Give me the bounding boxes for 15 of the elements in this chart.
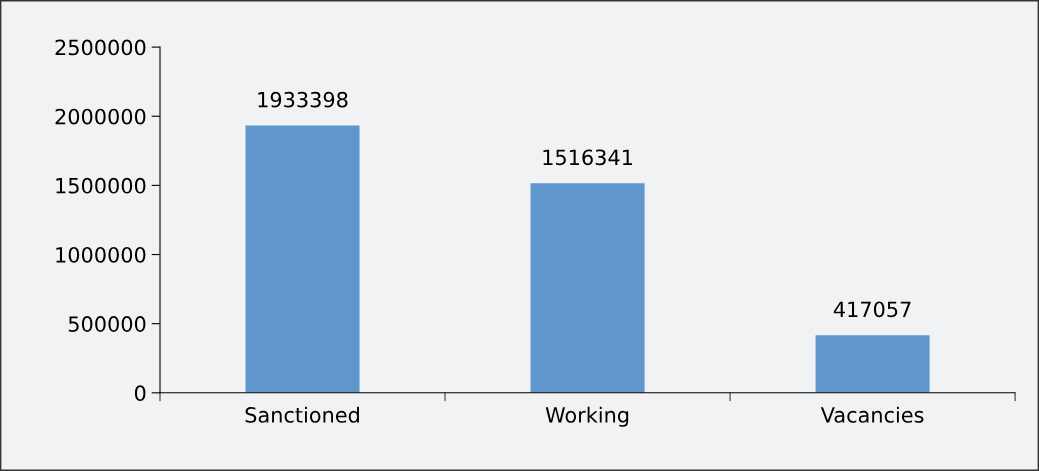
data-label: 1933398 bbox=[258, 91, 348, 108]
x-tick-label: Working bbox=[545, 406, 629, 427]
x-tick-label: Sanctioned bbox=[245, 406, 359, 423]
bar bbox=[815, 335, 930, 393]
y-tick-label: 1000000 bbox=[56, 246, 146, 263]
y-tick-label: 1500000 bbox=[56, 177, 146, 194]
x-tick-label: Vacancies bbox=[820, 406, 924, 423]
y-tick-label: 2000000 bbox=[55, 108, 146, 125]
y-tick-label: 0 bbox=[134, 385, 146, 402]
bar bbox=[245, 125, 360, 393]
data-label: 1516341 bbox=[543, 149, 633, 166]
y-tick-label: 500000 bbox=[68, 316, 146, 332]
y-tick-label: 2500000 bbox=[55, 39, 146, 56]
bar bbox=[530, 183, 645, 393]
data-label: 417057 bbox=[833, 301, 911, 318]
